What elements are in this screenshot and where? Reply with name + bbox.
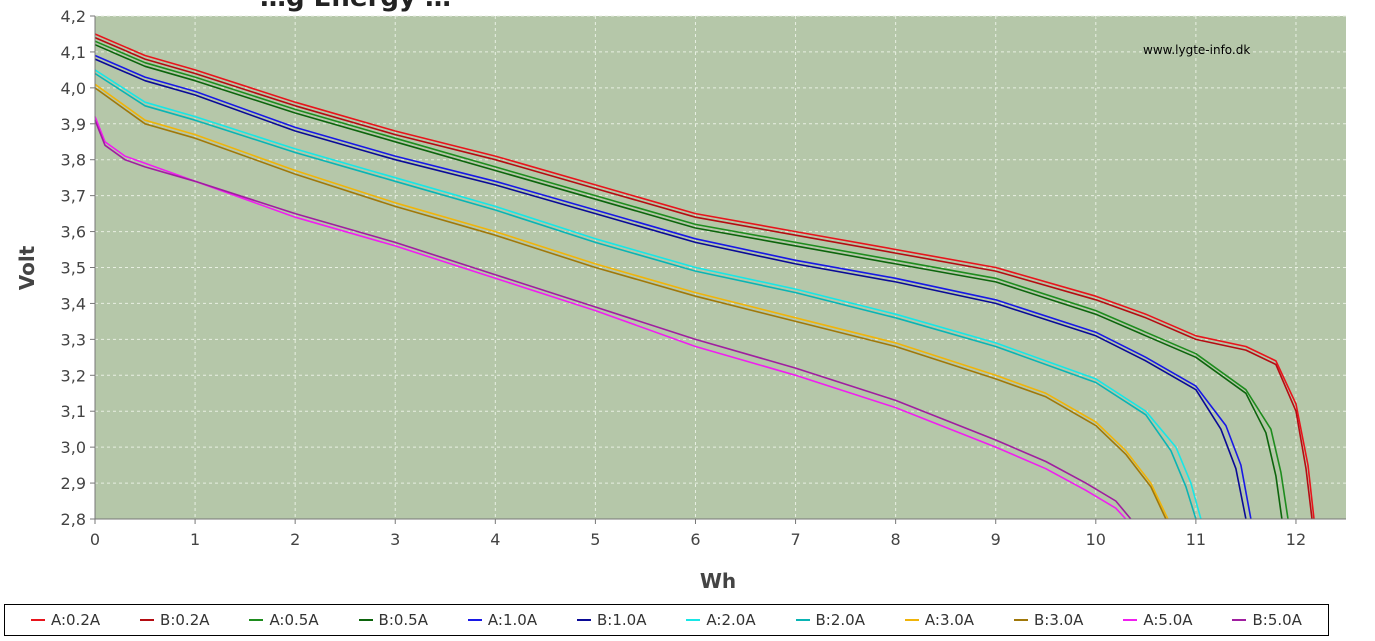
axes [90,15,1346,524]
x-axis-title: Wh [700,569,736,593]
x-tick-label: 0 [90,530,100,549]
legend-item: B:0.5A [358,611,428,629]
y-tick-label: 3,5 [61,259,86,278]
legend-item: A:3.0A [904,611,975,629]
legend-item: A:1.0A [467,611,538,629]
legend-swatch [1123,619,1138,621]
legend-item: B:0.2A [140,611,210,629]
legend-swatch [1232,619,1247,621]
series-line [94,119,1132,520]
x-tick-label: 11 [1186,530,1206,549]
series-line [94,36,1313,520]
legend-label: B:0.5A [378,611,428,629]
y-tick-label: 3,6 [61,223,86,242]
series-line [94,33,1315,520]
x-tick-label: 3 [390,530,400,549]
series-line [94,40,1289,520]
x-tick-label: 1 [190,530,200,549]
legend-swatch [577,619,592,621]
y-tick-label: 2,9 [61,474,86,493]
chart-title: …g Energy … [260,0,451,13]
y-tick-label: 3,7 [61,187,86,206]
legend-label: A:0.5A [269,611,319,629]
y-tick-label: 3,2 [61,366,86,385]
legend-label: A:3.0A [924,611,975,629]
x-tick-label: 2 [290,530,300,549]
x-tick-label: 5 [590,530,600,549]
legend-label: B:3.0A [1033,611,1084,629]
series-line [94,69,1202,520]
legend-label: A:0.2A [50,611,101,629]
chart-legend: A:0.2A B:0.2A A:0.5A B:0.5A A:1.0A B:1.0A A:2.… [4,604,1329,636]
y-tick-label: 4,0 [61,79,86,98]
series-line [94,83,1169,520]
legend-label: B:1.0A [597,611,647,629]
legend-label: B:5.0A [1252,611,1302,629]
y-tick-label: 3,3 [61,330,86,349]
y-tick-label: 3,0 [61,438,86,457]
series-line [94,54,1252,520]
x-tick-label: 7 [790,530,800,549]
x-tick-label: 10 [1086,530,1106,549]
legend-label: A:2.0A [706,611,756,629]
y-tick-label: 3,1 [61,402,86,421]
legend-swatch [30,619,45,621]
chart-svg: …g Energy … 01234567891011122,82,93,03,1… [15,0,1346,593]
x-tick-label: 6 [690,530,700,549]
legend-item: B:3.0A [1013,611,1084,629]
legend-swatch [467,619,482,621]
series-line [94,43,1283,520]
legend-item: A:2.0A [686,611,756,629]
legend-item: B:2.0A [795,611,865,629]
legend-swatch [358,619,373,621]
y-tick-label: 4,1 [61,43,86,62]
legend-label: B:2.0A [815,611,865,629]
tick-labels: 0 1 2 3 4 5 6 7 8 9 10 11 122,82,93,03,13,23,33,43,5… [61,7,1307,549]
y-tick-label: 4,2 [61,7,86,26]
legend-item: A:0.5A [249,611,319,629]
legend-item: A:0.2A [30,611,101,629]
legend-swatch [249,619,264,621]
y-tick-label: 3,8 [61,151,86,170]
y-axis-title: Volt [15,245,39,290]
y-tick-label: 3,4 [61,294,86,313]
legend-item: B:5.0A [1232,611,1302,629]
series-layer [94,33,1315,520]
legend-item: A:5.0A [1123,611,1193,629]
legend-swatch [140,619,155,621]
legend-swatch [1013,619,1028,621]
legend-label: B:0.2A [160,611,210,629]
legend-label: A:1.0A [487,611,538,629]
series-line [94,58,1247,520]
series-line [94,116,1127,520]
y-tick-label: 3,9 [61,115,86,134]
series-line [94,72,1197,520]
x-tick-label: 12 [1286,530,1306,549]
legend-swatch [904,619,919,621]
legend-item: B:1.0A [577,611,646,629]
y-tick-label: 2,8 [61,510,86,529]
x-tick-label: 4 [490,530,500,549]
watermark-annotation: www.lygte-info.dk [1143,43,1250,57]
x-tick-label: 9 [991,530,1001,549]
series-line [94,87,1167,520]
legend-label: A:5.0A [1143,611,1193,629]
legend-swatch [686,619,701,621]
legend-swatch [795,619,810,621]
x-tick-label: 8 [891,530,901,549]
